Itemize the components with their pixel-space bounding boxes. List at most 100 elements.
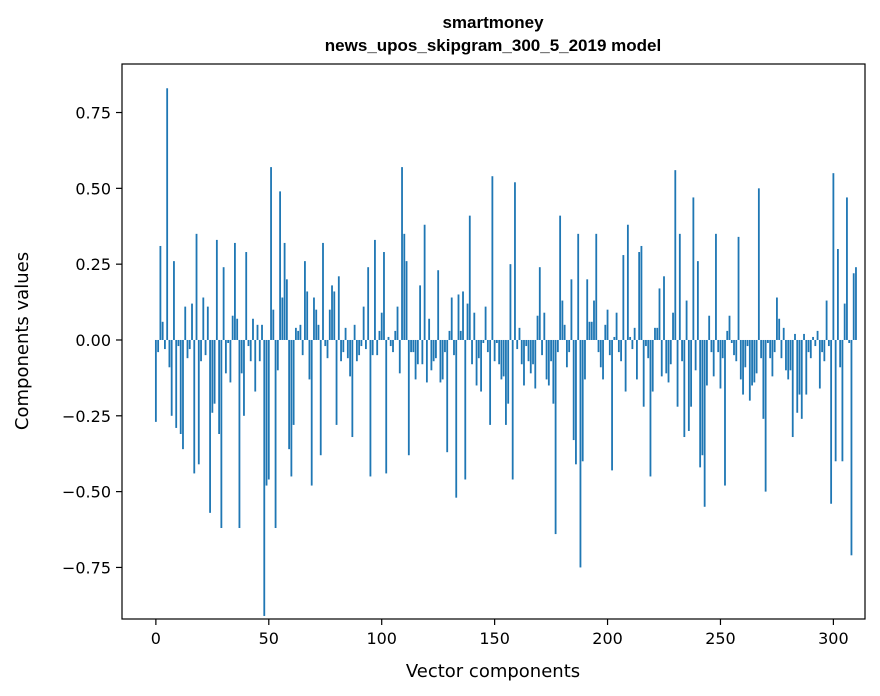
bar-127 xyxy=(441,339,444,380)
y-tick-label-5: 0.50 xyxy=(75,179,111,198)
bar-129 xyxy=(446,339,449,453)
bar-98 xyxy=(376,339,379,356)
bar-20 xyxy=(200,339,202,362)
bar-267 xyxy=(757,188,760,340)
bar-125 xyxy=(437,270,440,340)
bar-248 xyxy=(715,233,717,340)
bar-156 xyxy=(507,339,510,404)
bar-99 xyxy=(378,330,381,340)
bar-73 xyxy=(319,339,322,456)
y-tick-label-0: −0.75 xyxy=(62,558,111,577)
bar-97 xyxy=(374,239,376,340)
bar-55 xyxy=(279,191,281,340)
x-tick-label-0: 0 xyxy=(151,629,161,648)
bar-208 xyxy=(624,339,627,392)
bar-130 xyxy=(448,330,451,340)
bar-53 xyxy=(274,339,277,529)
bar-181 xyxy=(563,324,566,340)
bar-36 xyxy=(236,318,239,340)
bar-107 xyxy=(396,306,399,340)
bar-38 xyxy=(240,339,243,374)
bar-84 xyxy=(344,327,347,340)
bar-100 xyxy=(380,312,383,340)
bar-111 xyxy=(405,261,408,340)
bar-10 xyxy=(177,339,180,347)
bar-85 xyxy=(346,339,349,359)
bar-218 xyxy=(647,339,650,359)
bar-305 xyxy=(843,303,846,340)
bar-220 xyxy=(651,339,654,392)
bar-151 xyxy=(495,339,498,344)
bar-240 xyxy=(696,261,699,340)
bar-171 xyxy=(541,339,543,356)
bar-222 xyxy=(656,327,659,340)
bar-115 xyxy=(414,339,417,380)
bar-275 xyxy=(776,297,778,340)
bar-187 xyxy=(577,233,580,340)
bar-39 xyxy=(243,339,245,416)
bar-277 xyxy=(780,339,783,359)
bar-209 xyxy=(626,224,629,340)
bar-173 xyxy=(545,339,548,380)
bar-144 xyxy=(480,339,482,392)
bar-256 xyxy=(733,339,735,356)
bar-37 xyxy=(238,339,241,529)
bar-22 xyxy=(204,339,207,356)
bar-251 xyxy=(721,339,724,359)
bars-group xyxy=(154,88,857,616)
bar-86 xyxy=(349,339,351,377)
bar-123 xyxy=(432,339,435,362)
bar-164 xyxy=(525,339,528,347)
bar-281 xyxy=(789,339,792,371)
bar-295 xyxy=(821,339,823,353)
bar-211 xyxy=(631,339,634,350)
bar-184 xyxy=(570,279,573,340)
bar-241 xyxy=(699,339,702,468)
bar-180 xyxy=(561,300,564,340)
bar-285 xyxy=(798,339,801,395)
x-axis: 0 50 100 150 200 250 300 xyxy=(151,619,849,648)
bar-158 xyxy=(511,339,514,480)
bar-232 xyxy=(678,233,681,340)
bar-200 xyxy=(606,309,609,340)
bar-234 xyxy=(683,339,686,438)
bar-214 xyxy=(638,252,641,340)
bar-296 xyxy=(823,339,826,362)
bar-30 xyxy=(222,267,225,340)
bar-40 xyxy=(245,252,248,340)
bar-58 xyxy=(285,279,288,340)
bar-154 xyxy=(502,339,505,377)
bar-186 xyxy=(575,339,577,465)
bar-146 xyxy=(484,306,487,340)
bar-299 xyxy=(830,339,833,504)
bar-300 xyxy=(832,173,835,340)
bar-45 xyxy=(256,324,259,340)
bar-128 xyxy=(444,339,446,353)
bar-246 xyxy=(710,339,713,353)
bar-43 xyxy=(252,318,254,340)
bar-293 xyxy=(816,330,819,340)
bar-46 xyxy=(258,339,261,362)
bar-118 xyxy=(421,339,424,365)
y-tick-label-1: −0.50 xyxy=(62,483,111,502)
bar-143 xyxy=(477,339,480,359)
bar-206 xyxy=(620,339,622,362)
bar-237 xyxy=(690,339,693,407)
bar-210 xyxy=(629,336,632,340)
bar-175 xyxy=(550,339,552,362)
bar-157 xyxy=(509,264,512,340)
bar-104 xyxy=(389,339,392,347)
bar-271 xyxy=(766,339,769,344)
bar-8 xyxy=(173,261,175,340)
bar-284 xyxy=(796,339,799,413)
bar-213 xyxy=(636,339,638,380)
bar-83 xyxy=(342,339,345,353)
bar-202 xyxy=(611,339,613,471)
bar-50 xyxy=(267,339,270,480)
bar-87 xyxy=(351,339,354,438)
bar-14 xyxy=(186,339,189,359)
bar-105 xyxy=(392,339,394,353)
bar-79 xyxy=(333,291,336,340)
bar-27 xyxy=(215,239,218,340)
x-tick-label-250: 250 xyxy=(705,629,736,648)
